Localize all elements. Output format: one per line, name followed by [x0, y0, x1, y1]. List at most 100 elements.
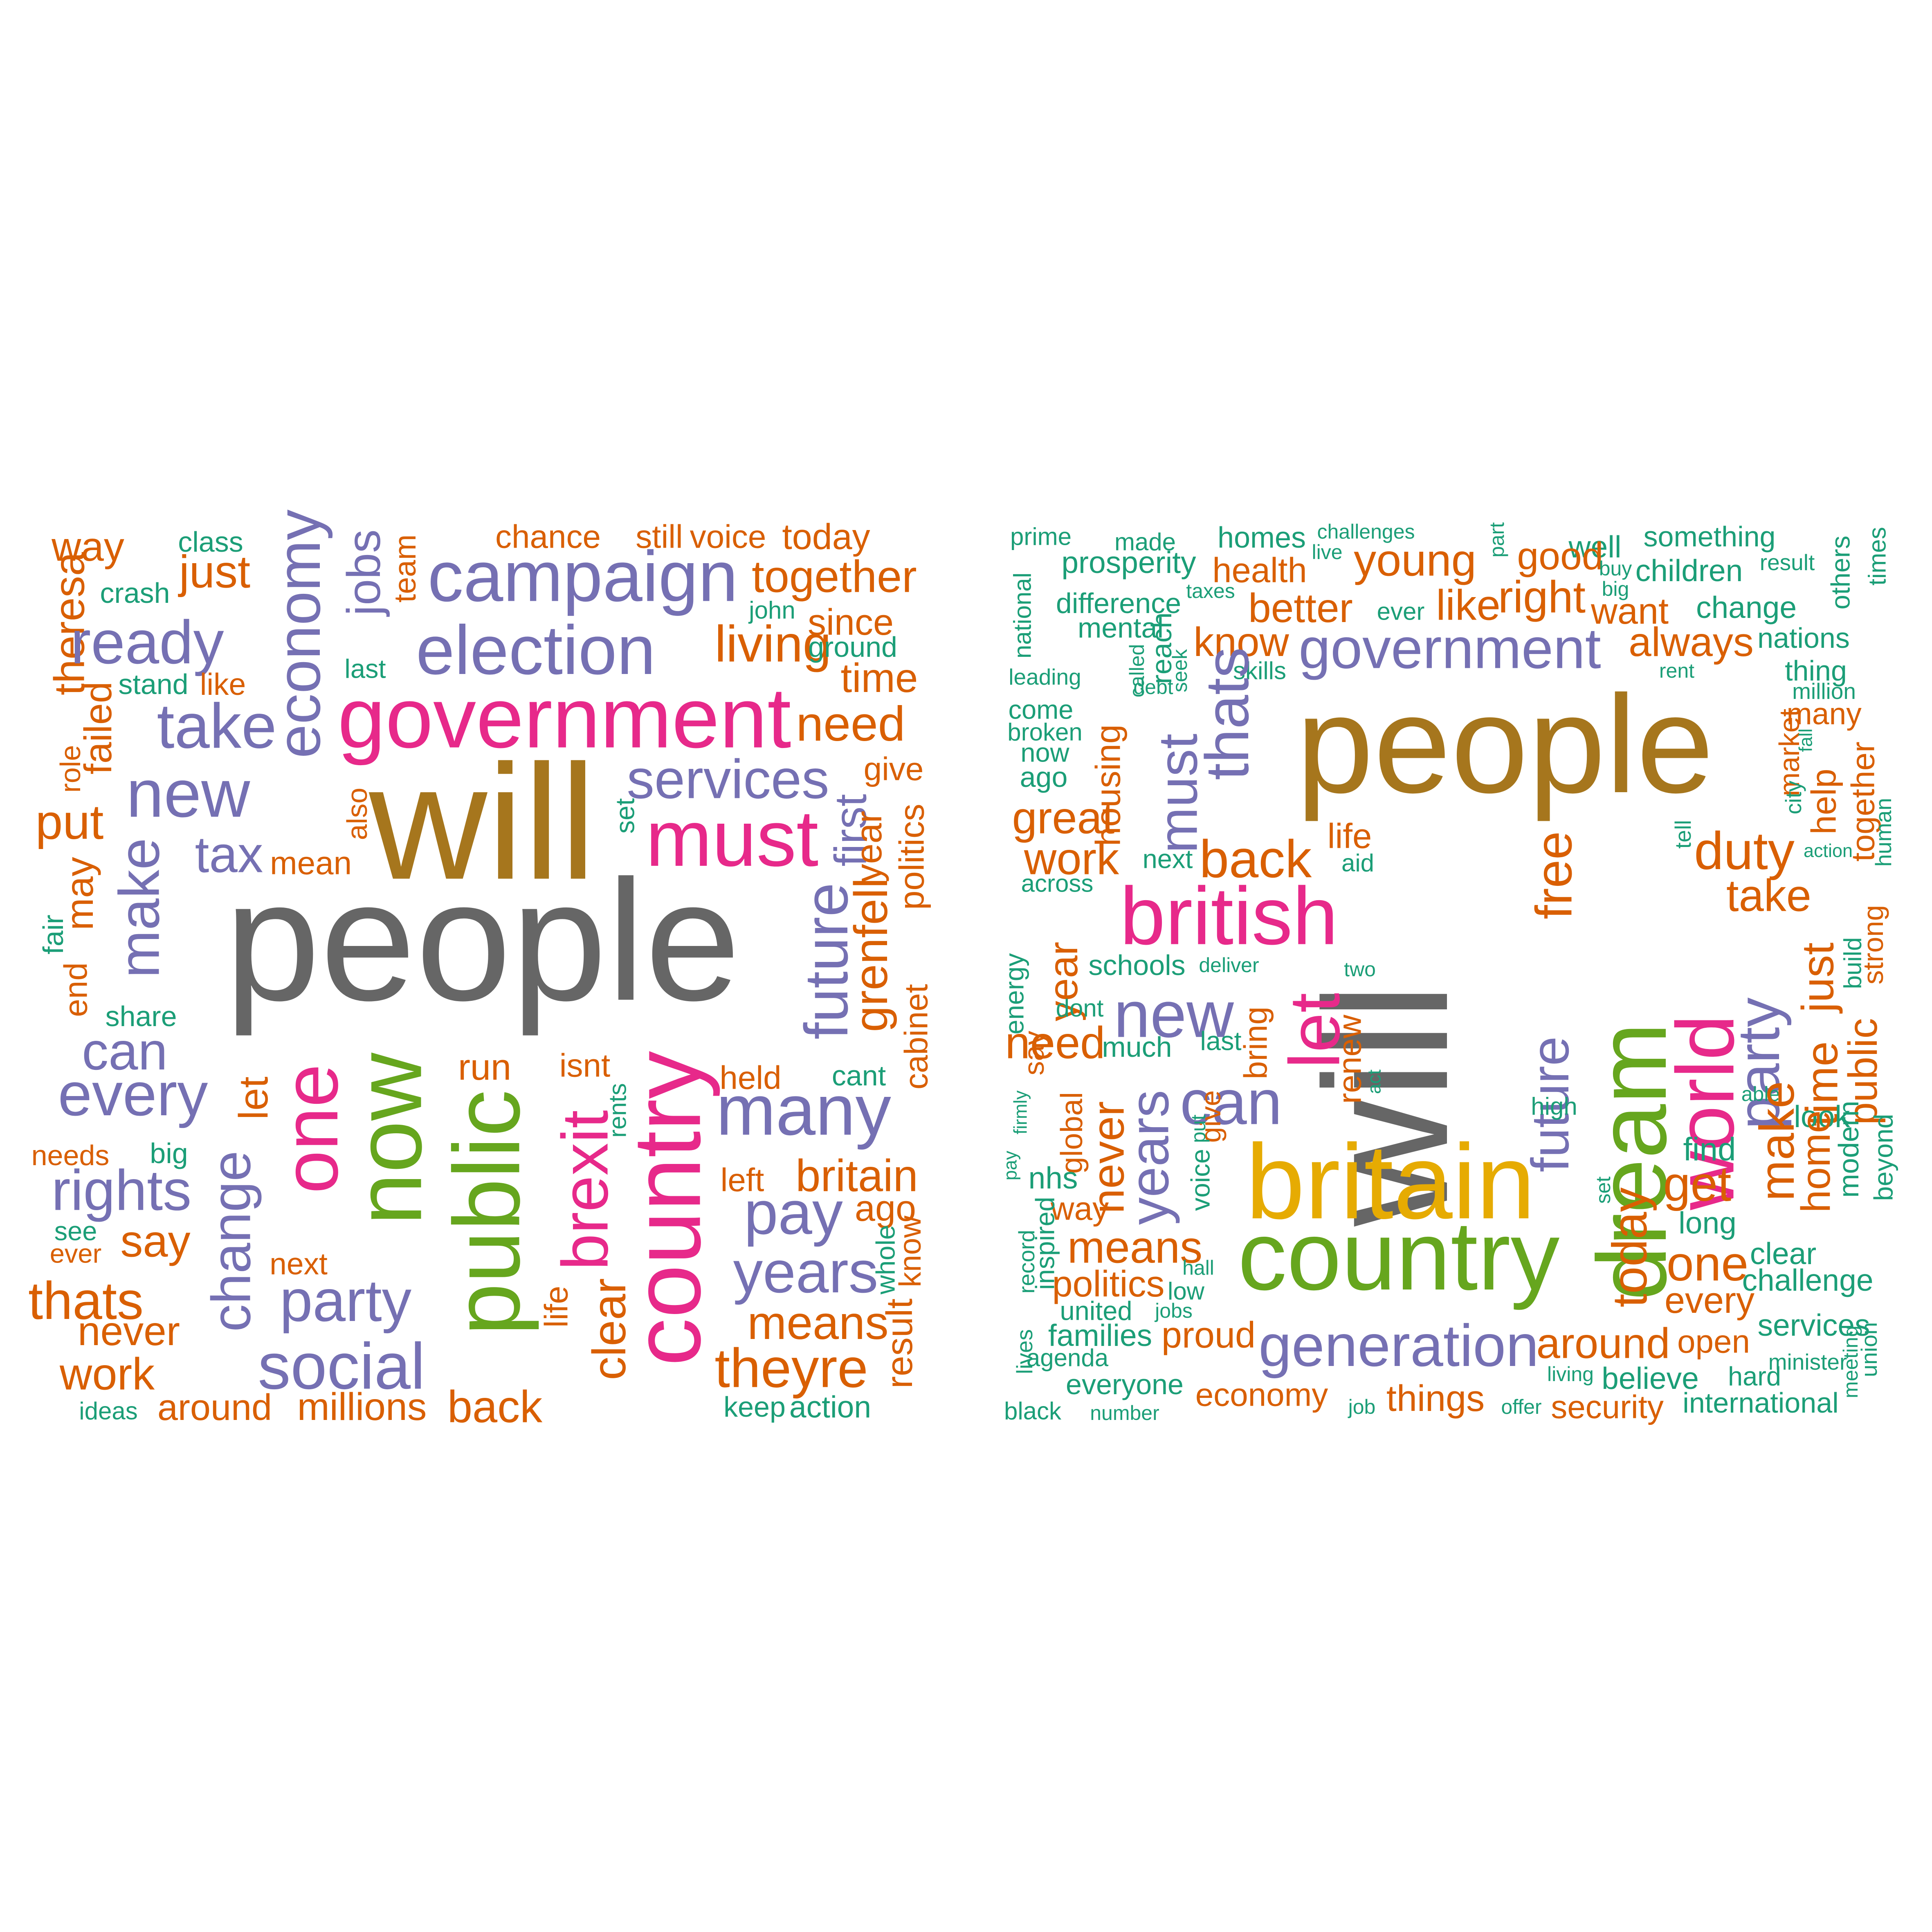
word-mental: mental [1078, 612, 1164, 644]
word-rent: rent [1659, 659, 1694, 682]
word-brexit: brexit [548, 1110, 622, 1270]
word-open: open [1677, 1323, 1750, 1360]
word-election: election [416, 611, 656, 689]
word-result: result [1760, 550, 1815, 575]
word-john: john [748, 597, 795, 624]
word-fair: fair [37, 914, 69, 954]
word-back: back [447, 1382, 543, 1432]
word-isnt: isnt [559, 1047, 611, 1084]
word-public: public [434, 1090, 539, 1336]
word-well: well [1568, 530, 1621, 564]
word-just: just [1793, 942, 1843, 1013]
word-long: long [1678, 1206, 1737, 1240]
word-see: see [54, 1216, 97, 1246]
word-last: last [344, 654, 386, 684]
word-children: children [1635, 553, 1743, 588]
word-never: never [78, 1308, 180, 1354]
word-now: now [336, 1052, 441, 1225]
word-home: home [1793, 1110, 1839, 1213]
word-never: never [1083, 1101, 1134, 1213]
word-challenge: challenge [1742, 1263, 1873, 1297]
word-change: change [200, 1151, 262, 1332]
word-put: put [1187, 1114, 1210, 1143]
word-strong: strong [1857, 905, 1889, 985]
word-look: look [1794, 1099, 1850, 1134]
word-buy: buy [1599, 557, 1632, 580]
word-called: called [1126, 644, 1148, 698]
word-say: say [120, 1216, 190, 1267]
word-make: make [107, 838, 171, 978]
word-action: action [1804, 840, 1853, 861]
word-like: like [1436, 582, 1501, 629]
word-economy: economy [264, 510, 333, 759]
word-prime: prime [1010, 523, 1072, 550]
word-people: people [1296, 667, 1714, 822]
word-seek: seek [1168, 649, 1191, 692]
word-together: together [1845, 741, 1881, 862]
word-million: million [1792, 678, 1856, 704]
word-proud: proud [1161, 1315, 1256, 1356]
word-british: british [1120, 871, 1338, 962]
word-clear: clear [1750, 1236, 1817, 1271]
word-action: action [789, 1390, 871, 1424]
word-energy: energy [1000, 953, 1029, 1034]
word-set: set [610, 798, 640, 834]
word-ground: ground [808, 631, 897, 663]
word-end: end [58, 962, 94, 1017]
word-cloud-right: prime made homes challenges part well somethin… [1000, 520, 1898, 1425]
word-reach: reach [1146, 612, 1177, 684]
word-means: means [1067, 1222, 1202, 1273]
word-need: need [1005, 1018, 1105, 1068]
word-economy: economy [1195, 1377, 1328, 1413]
word-year: year [849, 811, 890, 882]
word-class: class [178, 526, 243, 558]
word-thats: thats [28, 1271, 144, 1330]
word-pay: pay [744, 1178, 843, 1247]
word-fall: fall [1795, 728, 1816, 752]
word-around: around [1537, 1320, 1670, 1368]
word-across: across [1021, 870, 1094, 897]
word-still: still [636, 519, 683, 555]
word-taxes: taxes [1186, 580, 1235, 602]
word-voice: voice [690, 519, 766, 555]
word-two: two [1344, 958, 1376, 981]
word-give: give [1195, 1090, 1227, 1143]
word-rents: rents [604, 1083, 631, 1137]
word-future: future [792, 883, 860, 1040]
word-international: international [1683, 1387, 1838, 1419]
word-health: health [1212, 551, 1307, 590]
word-next: next [270, 1247, 328, 1281]
word-can: can [1180, 1067, 1282, 1138]
word-union: union [1856, 1322, 1882, 1377]
word-nations: nations [1757, 622, 1850, 654]
word-year: year [1040, 942, 1086, 1022]
word-hall: hall [1182, 1256, 1214, 1279]
word-skills: skills [1233, 657, 1286, 685]
word-keep: keep [723, 1391, 786, 1423]
word-renew: renew [1332, 1015, 1368, 1104]
word-ago: ago [1020, 761, 1068, 793]
word-many: many [1786, 696, 1862, 731]
word-must: must [1147, 734, 1209, 854]
word-party: party [1725, 997, 1792, 1129]
word-know: know [1193, 619, 1289, 665]
word-challenges: challenges [1317, 520, 1415, 543]
word-aid: aid [1341, 849, 1374, 877]
word-deliver: deliver [1199, 954, 1259, 977]
word-job: job [1348, 1395, 1376, 1418]
word-others: others [1826, 536, 1856, 610]
word-help: help [1805, 769, 1844, 835]
word-today: today [782, 517, 870, 557]
word-beyond: beyond [1869, 1114, 1898, 1201]
word-modern: modern [1833, 1101, 1865, 1197]
word-united: united [1060, 1296, 1132, 1326]
word-part: part [1485, 522, 1508, 557]
word-things: things [1386, 1378, 1485, 1419]
word-millions: millions [297, 1385, 427, 1429]
word-theresa: theresa [46, 552, 94, 695]
word-big: big [1602, 577, 1629, 600]
word-offer: offer [1501, 1395, 1541, 1418]
word-people: people [225, 845, 740, 1038]
